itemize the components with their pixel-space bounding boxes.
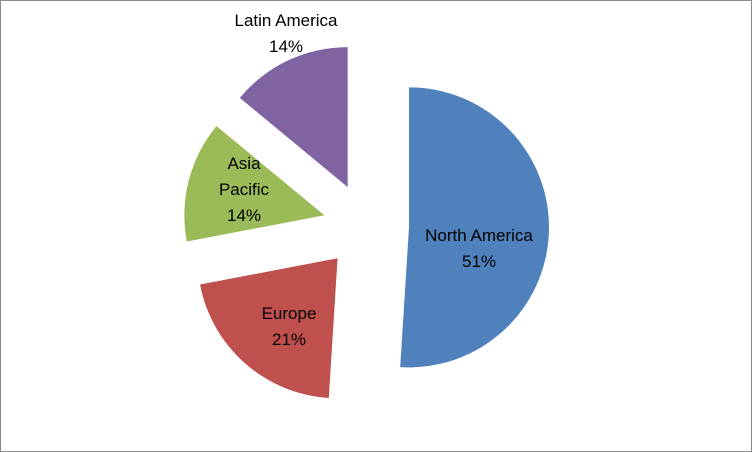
slice-label-europe: Europe 21%	[262, 304, 317, 349]
pie-slice-latin-america	[239, 47, 348, 188]
slice-name: North America	[425, 226, 533, 245]
slice-label-asia-pacific: Asia Pacific 14%	[219, 154, 270, 225]
slice-label-latin-america: Latin America 14%	[235, 11, 339, 56]
slice-percent: 51%	[462, 252, 496, 271]
slice-labels: North America 51%Europe 21%Asia Pacific 14%L…	[219, 11, 533, 349]
slice-name: Pacific	[219, 180, 270, 199]
slice-percent: 21%	[272, 330, 306, 349]
pie-slice-asia-pacific	[184, 126, 325, 242]
pie-slice-north-america	[400, 87, 549, 368]
slice-name: Latin America	[235, 11, 339, 30]
pie-slice-europe	[200, 258, 338, 398]
slice-label-north-america: North America 51%	[425, 226, 533, 271]
slice-percent: 14%	[269, 37, 303, 56]
slice-percent: 14%	[227, 206, 261, 225]
slice-name: Asia	[227, 154, 261, 173]
slice-name: Europe	[262, 304, 317, 323]
pie-slices	[184, 47, 549, 398]
